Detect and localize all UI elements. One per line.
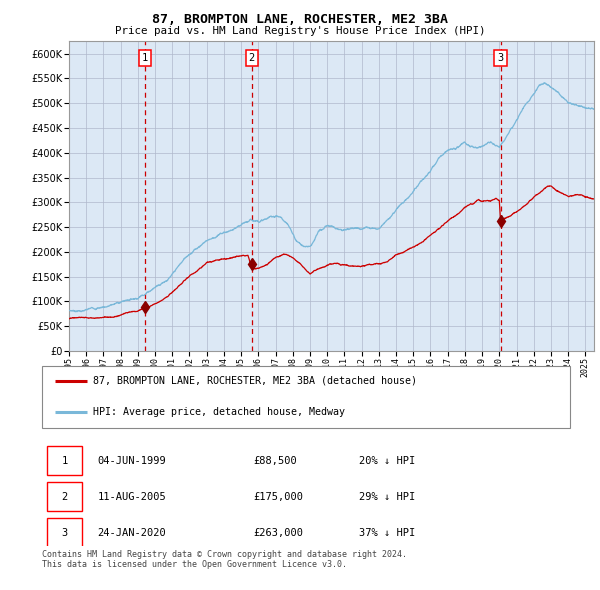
FancyBboxPatch shape xyxy=(47,447,82,475)
Text: 2: 2 xyxy=(61,491,68,502)
Text: 87, BROMPTON LANE, ROCHESTER, ME2 3BA (detached house): 87, BROMPTON LANE, ROCHESTER, ME2 3BA (d… xyxy=(93,376,417,386)
Text: 20% ↓ HPI: 20% ↓ HPI xyxy=(359,455,415,466)
FancyBboxPatch shape xyxy=(47,483,82,511)
Text: HPI: Average price, detached house, Medway: HPI: Average price, detached house, Medw… xyxy=(93,407,345,417)
Text: 11-AUG-2005: 11-AUG-2005 xyxy=(97,491,166,502)
Text: £263,000: £263,000 xyxy=(253,527,303,537)
Text: £175,000: £175,000 xyxy=(253,491,303,502)
Text: Price paid vs. HM Land Registry's House Price Index (HPI): Price paid vs. HM Land Registry's House … xyxy=(115,26,485,36)
Text: 1: 1 xyxy=(61,455,68,466)
Text: 1: 1 xyxy=(142,53,148,63)
Text: 29% ↓ HPI: 29% ↓ HPI xyxy=(359,491,415,502)
Text: 3: 3 xyxy=(61,527,68,537)
Text: 3: 3 xyxy=(497,53,503,63)
Text: Contains HM Land Registry data © Crown copyright and database right 2024.
This d: Contains HM Land Registry data © Crown c… xyxy=(42,550,407,569)
Text: 87, BROMPTON LANE, ROCHESTER, ME2 3BA: 87, BROMPTON LANE, ROCHESTER, ME2 3BA xyxy=(152,13,448,26)
Text: 24-JAN-2020: 24-JAN-2020 xyxy=(97,527,166,537)
FancyBboxPatch shape xyxy=(47,519,82,547)
Text: 37% ↓ HPI: 37% ↓ HPI xyxy=(359,527,415,537)
Text: £88,500: £88,500 xyxy=(253,455,297,466)
FancyBboxPatch shape xyxy=(42,366,570,428)
Text: 2: 2 xyxy=(248,53,255,63)
Text: 04-JUN-1999: 04-JUN-1999 xyxy=(97,455,166,466)
